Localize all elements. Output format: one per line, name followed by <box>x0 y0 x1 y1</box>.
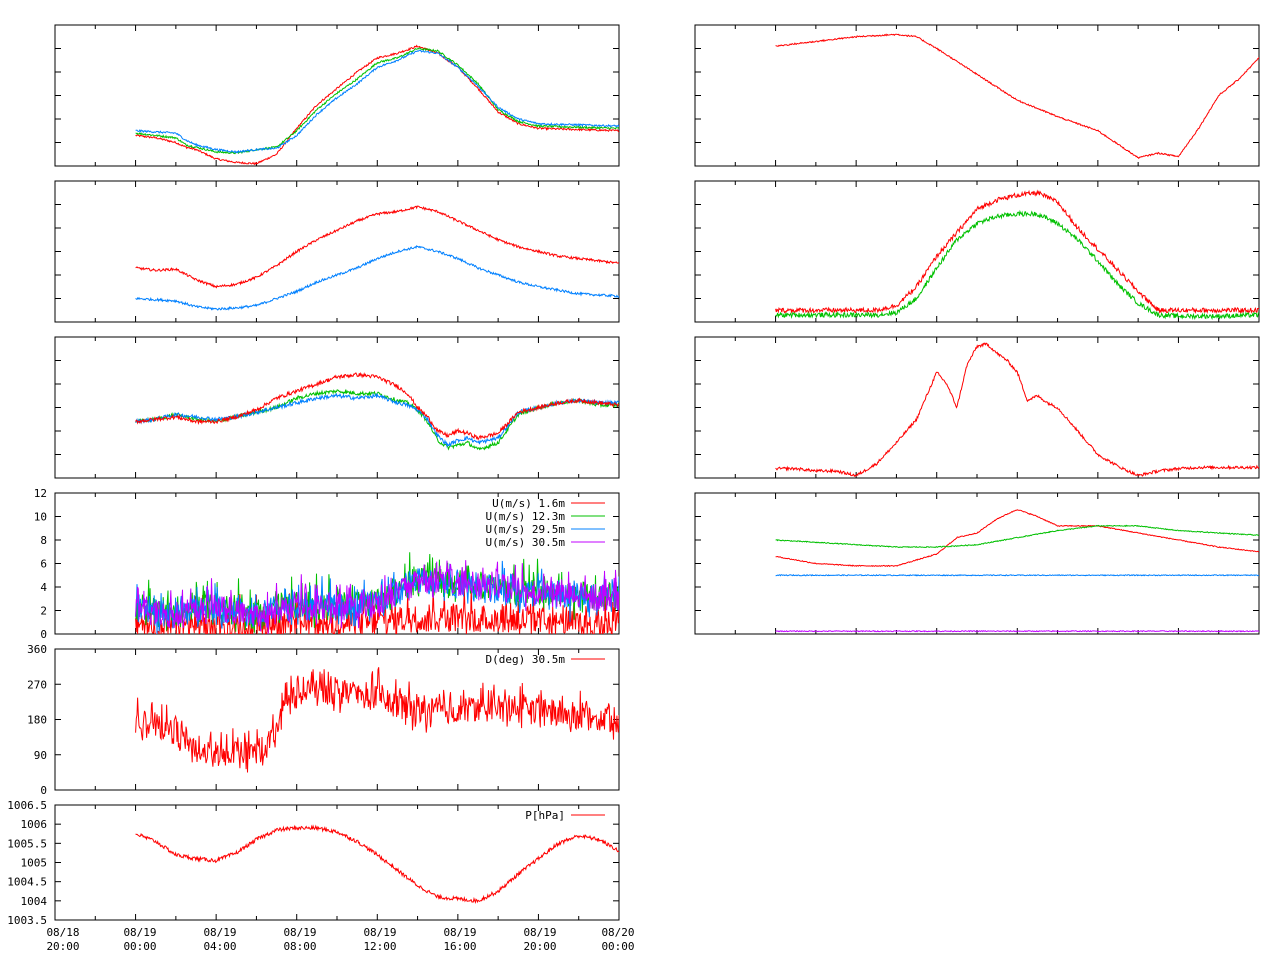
legend-label: D(deg) 30.5m <box>486 653 566 666</box>
y-tick-label: 0 <box>40 628 47 641</box>
x-tick-date-7: 08/20 <box>601 926 634 939</box>
series-line-left-6-0 <box>135 824 619 904</box>
series-line-left-2-1 <box>135 244 619 311</box>
series-line-right-4-3 <box>775 629 1259 633</box>
y-tick-label: 270 <box>27 678 47 691</box>
series-line-right-4-1 <box>775 524 1259 549</box>
x-tick-date-5: 08/19 <box>443 926 476 939</box>
x-tick-date-0: 08/18 <box>46 926 79 939</box>
y-tick-label: 10 <box>34 511 47 524</box>
panel-left-6: 1003.5 1004 1004.5 1005 1005.5 1006 1006.5 P[hP… <box>7 799 620 927</box>
x-tick-time-7: 00:00 <box>601 940 634 953</box>
panel-left-3 <box>54 336 620 479</box>
y-tick-label: 1006 <box>21 818 48 831</box>
y-tick-label: 0 <box>40 784 47 797</box>
x-tick-date-4: 08/19 <box>363 926 396 939</box>
x-tick-time-3: 08:00 <box>283 940 316 953</box>
x-axis-tick-labels: 08/18 20:00 08/19 00:00 08/19 04:00 08/1… <box>46 926 634 953</box>
y-tick-label: 1004 <box>21 895 48 908</box>
y-tick-label: 1004.5 <box>7 876 47 889</box>
series-line-right-2-0 <box>775 189 1259 315</box>
plot-frame <box>694 492 1260 635</box>
x-tick-time-4: 12:00 <box>363 940 396 953</box>
panel-right-2 <box>694 180 1260 323</box>
y-tick-label: 1003.5 <box>7 914 47 927</box>
y-tick-label: 4 <box>40 581 47 594</box>
series-line-left-4-3 <box>135 560 619 634</box>
x-tick-date-1: 08/19 <box>123 926 156 939</box>
plot-frame <box>694 336 1260 479</box>
series-line-right-4-2 <box>775 573 1259 577</box>
panel-left-5: 0 90 180 270 360 D(deg) 30.5m <box>27 643 620 797</box>
series-line-left-1-1 <box>135 47 619 155</box>
y-tick-label: 1005.5 <box>7 837 47 850</box>
panel-left-1 <box>54 24 620 167</box>
x-tick-time-5: 16:00 <box>443 940 476 953</box>
y-tick-label: 12 <box>34 487 47 500</box>
legend-label: U(m/s) 30.5m <box>486 536 566 549</box>
x-tick-date-6: 08/19 <box>523 926 556 939</box>
panel-left-4: 0 2 4 6 8 10 12 U(m/s) 1.6mU(m/s) 12.3mU(m/s) 2… <box>34 487 620 641</box>
x-tick-time-2: 04:00 <box>203 940 236 953</box>
y-tick-label: 2 <box>40 605 47 618</box>
x-tick-date-3: 08/19 <box>283 926 316 939</box>
y-tick-label: 6 <box>40 558 47 571</box>
legend-label: U(m/s) 1.6m <box>492 497 565 510</box>
series-line-left-3-2 <box>135 372 619 441</box>
plot-frame <box>694 180 1260 323</box>
x-tick-date-2: 08/19 <box>203 926 236 939</box>
series-line-right-1-0 <box>775 33 1259 160</box>
legend-label: P[hPa] <box>525 809 565 822</box>
series-line-right-2-1 <box>775 209 1259 321</box>
legend-label: U(m/s) 12.3m <box>486 510 566 523</box>
y-tick-label: 1005 <box>21 857 48 870</box>
series-line-left-4-2 <box>135 560 619 634</box>
y-tick-label: 8 <box>40 534 47 547</box>
y-tick-label: 180 <box>27 714 47 727</box>
x-tick-time-0: 20:00 <box>46 940 79 953</box>
panel-right-3 <box>694 336 1260 479</box>
series-line-left-1-0 <box>135 44 619 166</box>
legend-label: U(m/s) 29.5m <box>486 523 566 536</box>
panel-right-4 <box>694 492 1260 635</box>
panel-right-1 <box>694 24 1260 167</box>
y-tick-label: 1006.5 <box>7 799 47 812</box>
y-tick-label: 360 <box>27 643 47 656</box>
x-tick-time-6: 20:00 <box>523 940 556 953</box>
series-line-left-1-2 <box>135 49 619 154</box>
y-tick-label: 90 <box>34 749 47 762</box>
series-line-right-4-0 <box>775 509 1259 567</box>
x-tick-time-1: 00:00 <box>123 940 156 953</box>
series-line-left-5-0 <box>135 667 619 773</box>
plot-frame <box>54 24 620 167</box>
panel-left-2 <box>54 180 620 323</box>
series-line-right-3-0 <box>775 342 1259 478</box>
series-line-left-2-0 <box>135 205 619 289</box>
